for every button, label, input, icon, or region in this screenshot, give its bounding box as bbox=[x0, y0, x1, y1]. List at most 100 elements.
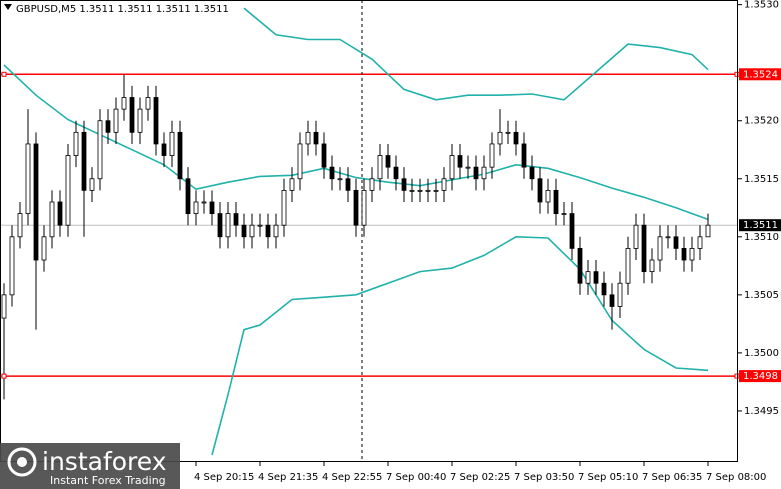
candle-body bbox=[121, 97, 127, 110]
candle-body bbox=[313, 131, 319, 145]
y-tick-label: 1.3500 bbox=[744, 348, 779, 359]
candle-body bbox=[401, 178, 407, 191]
candle-body bbox=[233, 213, 239, 226]
candle-body bbox=[161, 143, 167, 156]
candle-body bbox=[137, 108, 143, 133]
candle-body bbox=[297, 143, 303, 180]
candle-body bbox=[505, 131, 511, 134]
candle-body bbox=[305, 131, 311, 145]
candle-body bbox=[353, 189, 359, 226]
candle-body bbox=[89, 178, 95, 191]
candle-body bbox=[105, 120, 111, 133]
candle-body bbox=[249, 224, 255, 238]
watermark-logo bbox=[7, 447, 37, 477]
candle-body bbox=[169, 131, 175, 156]
candle-body bbox=[633, 224, 639, 249]
candle-body bbox=[425, 189, 431, 192]
candle-body bbox=[361, 189, 367, 226]
candle-body bbox=[129, 97, 135, 133]
y-tick-label: 1.3520 bbox=[744, 116, 779, 127]
level-tag-label: 1.3498 bbox=[743, 371, 778, 382]
band-line bbox=[211, 235, 709, 456]
level-anchor bbox=[1, 71, 7, 77]
candle-body bbox=[601, 282, 607, 296]
candle-body bbox=[273, 224, 279, 238]
candle-body bbox=[433, 189, 439, 192]
x-tick-label: 4 Sep 22:55 bbox=[322, 472, 382, 483]
candle-body bbox=[81, 131, 87, 191]
candle-body bbox=[257, 224, 263, 227]
candle-body bbox=[9, 236, 15, 296]
candle-body bbox=[25, 143, 31, 214]
y-tick-label: 1.3530 bbox=[744, 0, 779, 11]
y-tick-label: 1.3495 bbox=[744, 406, 779, 417]
candle-body bbox=[41, 236, 47, 261]
current-price-label: 1.3511 bbox=[743, 220, 778, 231]
candle-body bbox=[513, 131, 519, 145]
candle-body bbox=[17, 213, 23, 238]
axes: 1.3495 1.3500 1.3505 1.3510 1.3515 1.3520 1.35… bbox=[194, 0, 781, 483]
x-tick-label: 7 Sep 03:50 bbox=[514, 472, 574, 483]
candle-body bbox=[193, 201, 199, 214]
candle-body bbox=[657, 236, 663, 261]
candle-body bbox=[473, 166, 479, 180]
candle-body bbox=[241, 224, 247, 238]
candle-body bbox=[489, 143, 495, 168]
candle-body bbox=[265, 224, 271, 238]
watermark: instaforex Instant Forex Trading bbox=[0, 443, 180, 489]
candle-body bbox=[697, 236, 703, 249]
candle-body bbox=[641, 224, 647, 273]
y-tick-label: 1.3515 bbox=[744, 174, 779, 185]
current-price-tag bbox=[739, 219, 781, 232]
candle-body bbox=[521, 143, 527, 168]
candle-body bbox=[681, 248, 687, 261]
candle-body bbox=[705, 224, 711, 238]
candle-body bbox=[73, 131, 79, 156]
x-tick-label: 7 Sep 06:35 bbox=[642, 472, 702, 483]
level-anchor bbox=[1, 373, 7, 379]
candle-body bbox=[441, 178, 447, 191]
candle-body bbox=[673, 236, 679, 249]
candle-body bbox=[545, 189, 551, 203]
level-tag bbox=[739, 68, 781, 81]
candle-body bbox=[33, 143, 39, 261]
candle-body bbox=[529, 166, 535, 180]
y-tick-label: 1.3510 bbox=[744, 232, 779, 243]
candle-body bbox=[593, 271, 599, 284]
candle-body bbox=[153, 97, 159, 145]
candle-body bbox=[689, 248, 695, 261]
candle-body bbox=[337, 178, 343, 181]
candle-body bbox=[417, 189, 423, 192]
candle-body bbox=[481, 166, 487, 180]
candle-body bbox=[225, 213, 231, 238]
x-tick-label: 4 Sep 21:35 bbox=[258, 472, 318, 483]
candle-body bbox=[345, 178, 351, 191]
candle-body bbox=[497, 131, 503, 145]
x-tick-label: 4 Sep 20:15 bbox=[194, 472, 254, 483]
candle-body bbox=[609, 294, 615, 307]
candle-body bbox=[385, 155, 391, 168]
plot-border bbox=[0, 0, 738, 462]
watermark-brand: instaforex bbox=[42, 447, 167, 476]
candle-body bbox=[377, 155, 383, 180]
candle-body bbox=[97, 120, 103, 180]
candle-body bbox=[113, 108, 119, 133]
plot-area bbox=[0, 7, 740, 456]
candle-body bbox=[369, 178, 375, 191]
candle-body bbox=[217, 213, 223, 238]
candle-body bbox=[649, 259, 655, 273]
candle-body bbox=[665, 236, 671, 239]
candle-body bbox=[201, 201, 207, 204]
candle-body bbox=[49, 201, 55, 238]
candle-body bbox=[145, 97, 151, 110]
candle-body bbox=[553, 189, 559, 214]
candle-body bbox=[289, 178, 295, 191]
candle-body bbox=[585, 271, 591, 284]
candle-body bbox=[185, 178, 191, 214]
y-tick-label: 1.3505 bbox=[744, 290, 779, 301]
candle-body bbox=[617, 282, 623, 307]
candle-body bbox=[457, 155, 463, 168]
x-tick-label: 7 Sep 02:25 bbox=[450, 472, 510, 483]
